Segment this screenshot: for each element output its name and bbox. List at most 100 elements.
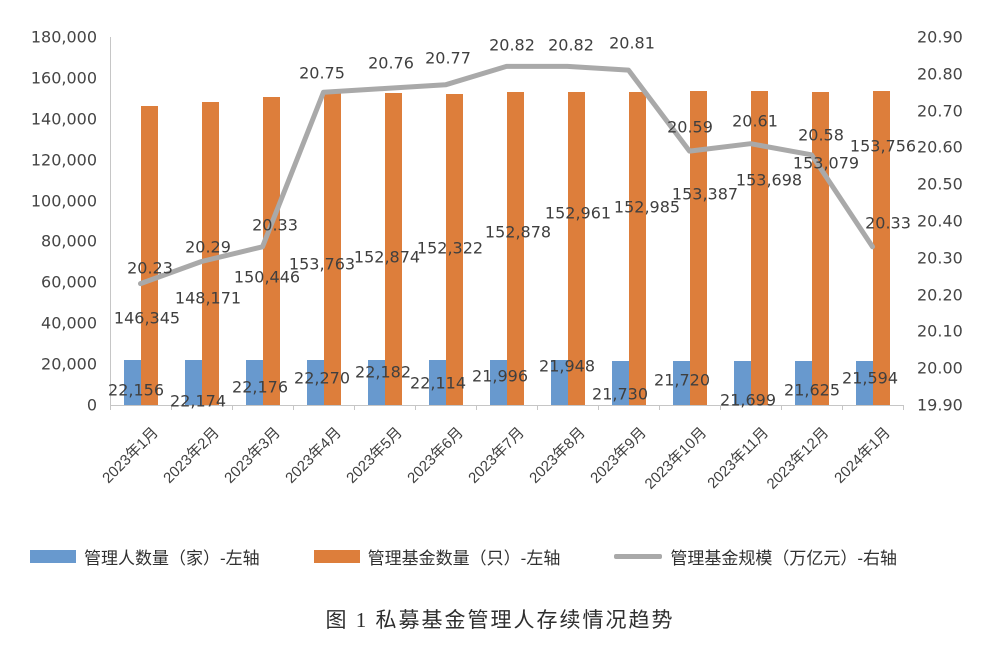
data-label: 20.82	[489, 35, 535, 55]
bar-manager-count	[123, 359, 141, 405]
data-label: 20.59	[667, 117, 713, 137]
bar-manager-count	[550, 360, 568, 405]
right-axis-tick-label: 20.40	[917, 211, 963, 231]
right-axis-tick-label: 20.70	[917, 101, 963, 121]
data-label: 20.33	[865, 213, 911, 233]
right-axis-tick-label: 20.90	[917, 27, 963, 47]
x-axis-tick	[110, 405, 111, 410]
left-axis-tick-label: 0	[86, 395, 97, 415]
right-axis-tick-label: 20.80	[917, 64, 963, 84]
right-axis-tick-label: 20.10	[917, 321, 963, 341]
data-label: 21,996	[472, 366, 528, 386]
bar-manager-count	[855, 360, 873, 405]
x-axis-tick	[598, 405, 599, 410]
bar-manager-count	[611, 360, 629, 405]
bar-manager-count	[428, 359, 446, 405]
bar-fund-count	[140, 105, 158, 405]
data-label: 153,763	[288, 254, 356, 274]
x-axis-label: 2023年1月	[98, 424, 162, 487]
x-axis-tick	[293, 405, 294, 410]
data-label: 20.82	[548, 35, 594, 55]
data-label: 153,756	[849, 136, 917, 156]
data-label: 21,699	[720, 390, 776, 410]
y-axis-line	[110, 37, 111, 405]
data-label: 153,698	[735, 170, 803, 190]
data-label: 22,114	[410, 373, 466, 393]
bar-fund-count	[628, 92, 646, 405]
x-axis-label: 2023年6月	[403, 424, 467, 487]
bar-fund-count	[872, 90, 890, 405]
legend-swatch-gray-line-icon	[614, 554, 663, 559]
bar-manager-count	[245, 359, 263, 405]
data-label: 152,961	[544, 203, 612, 223]
left-axis-tick-label: 40,000	[41, 313, 97, 333]
data-label: 20.76	[368, 53, 414, 73]
x-axis-tick	[171, 405, 172, 410]
right-axis-tick-label: 20.50	[917, 174, 963, 194]
bar-manager-count	[489, 360, 507, 405]
x-axis-tick	[659, 405, 660, 410]
left-axis-tick-label: 160,000	[30, 68, 97, 88]
x-axis-tick	[842, 405, 843, 410]
data-label: 21,948	[539, 356, 595, 376]
x-axis-tick	[903, 405, 904, 410]
data-label: 20.61	[732, 111, 778, 131]
legend-swatch-blue-bar-icon	[30, 550, 76, 563]
left-axis-tick-label: 20,000	[41, 354, 97, 374]
data-label: 152,878	[484, 222, 552, 242]
data-label: 148,171	[174, 288, 242, 308]
legend-swatch-orange-bar-icon	[313, 550, 360, 563]
data-label: 20.33	[252, 215, 298, 235]
data-label: 20.81	[609, 33, 655, 53]
bar-manager-count	[184, 359, 202, 405]
legend-item-fund-scale: 管理基金规模（万亿元）-右轴	[614, 544, 897, 569]
x-axis-tick	[415, 405, 416, 410]
x-axis-tick	[781, 405, 782, 410]
left-axis-tick-label: 80,000	[41, 231, 97, 251]
data-label: 22,176	[232, 377, 288, 397]
legend-label-manager-count: 管理人数量（家）-左轴	[84, 549, 260, 568]
chart-area: 180,000 160,000 140,000 120,000 100,000 80,00…	[30, 27, 963, 493]
data-label: 21,720	[654, 370, 710, 390]
left-axis-tick-label: 60,000	[41, 272, 97, 292]
bar-manager-count	[733, 360, 751, 405]
right-axis-tick-label: 20.60	[917, 137, 963, 157]
data-label: 153,387	[671, 184, 739, 204]
x-axis-label: 2023年3月	[220, 424, 284, 487]
x-axis-label: 2023年7月	[464, 424, 528, 487]
data-label: 153,079	[792, 153, 860, 173]
data-label: 21,594	[842, 368, 898, 388]
data-label: 22,156	[108, 380, 164, 400]
bar-fund-count	[506, 92, 524, 405]
bar-fund-count	[323, 90, 341, 405]
left-axis-tick-label: 180,000	[30, 27, 97, 47]
right-axis-tick-label: 20.30	[917, 248, 963, 268]
data-label: 22,270	[294, 368, 350, 388]
left-axis-tick-label: 120,000	[30, 150, 97, 170]
data-label: 152,322	[416, 238, 484, 258]
data-label: 21,730	[592, 384, 648, 404]
data-label: 152,874	[353, 247, 421, 267]
x-axis-label: 2023年2月	[159, 424, 223, 487]
left-axis-tick-label: 100,000	[30, 191, 97, 211]
x-axis-label: 2023年10月	[642, 424, 711, 493]
bar-fund-count	[689, 91, 707, 405]
x-axis-line	[110, 405, 903, 406]
legend-label-fund-scale: 管理基金规模（万亿元）-右轴	[670, 549, 898, 568]
x-axis-tick	[232, 405, 233, 410]
bar-manager-count	[367, 359, 385, 405]
right-axis-tick-label: 19.90	[917, 395, 963, 415]
x-axis-tick	[476, 405, 477, 410]
data-label: 20.23	[127, 258, 173, 278]
x-axis-tick	[354, 405, 355, 410]
legend-item-manager-count: 管理人数量（家）-左轴	[30, 544, 260, 569]
x-axis-label: 2023年12月	[764, 424, 833, 493]
bar-manager-count	[794, 360, 812, 405]
legend-item-fund-count: 管理基金数量（只）-左轴	[313, 544, 560, 569]
x-axis-label: 2023年8月	[525, 424, 589, 487]
data-label: 146,345	[113, 308, 181, 328]
bar-fund-count	[262, 97, 280, 405]
left-axis-tick-label: 140,000	[30, 109, 97, 129]
right-axis-tick-label: 20.00	[917, 358, 963, 378]
